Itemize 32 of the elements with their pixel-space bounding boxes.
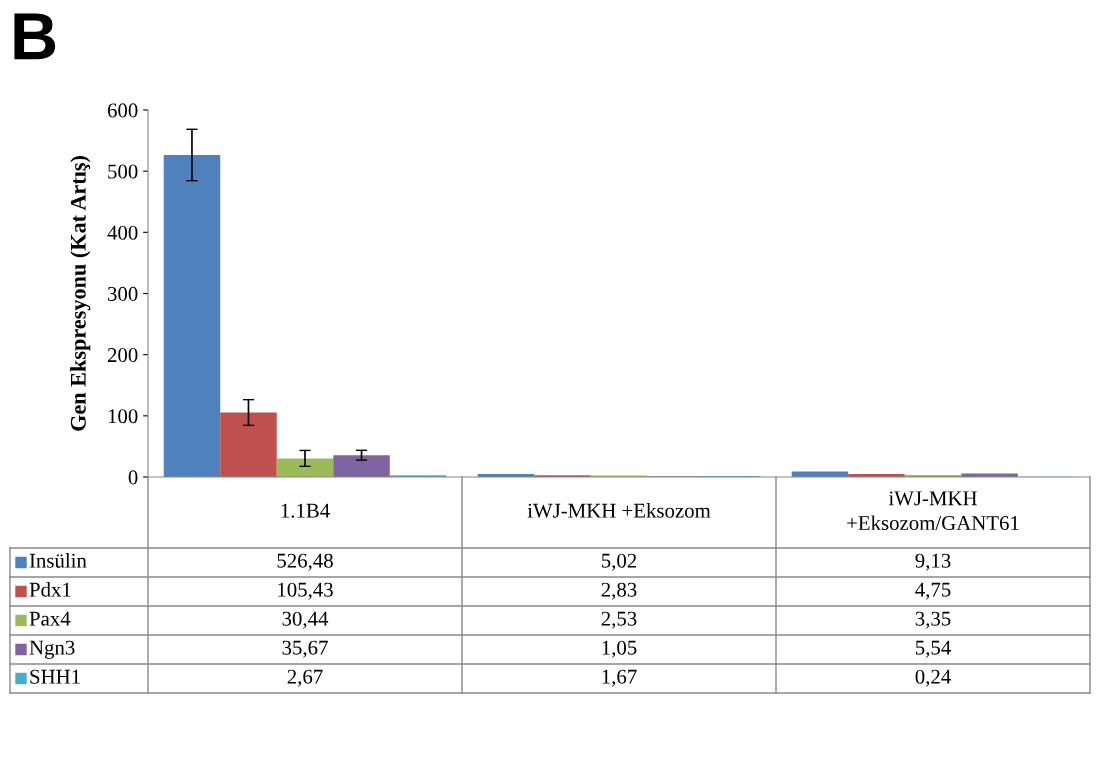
data-label: 30,44 [282, 611, 329, 629]
legend-label: Insülin [29, 553, 87, 568]
legend-label: SHH1 [30, 669, 80, 684]
y-axis-title: Gen Ekspresyonu (Kat Artış) [70, 156, 91, 431]
chart-title: B [14, 13, 56, 60]
x-tick-label: iWJ-MKH +Eksozom [527, 503, 711, 518]
data-label: 1,05 [602, 640, 637, 658]
y-tick-label: 600 [107, 103, 138, 118]
data-label: 35,67 [282, 640, 328, 658]
data-label: 0,24 [915, 669, 951, 687]
data-label: 105,43 [278, 582, 333, 600]
x-tick-label: iWJ-MKH +Eksozom/GANT61 [847, 491, 1019, 531]
data-label: 5,54 [915, 640, 951, 658]
legend-label: Pdx1 [29, 582, 71, 597]
data-label: 2,53 [601, 611, 637, 629]
y-tick-label: 500 [108, 164, 138, 179]
y-tick-label: 400 [107, 225, 138, 240]
data-label: 4,75 [915, 582, 951, 600]
y-tick-label: 300 [108, 286, 138, 301]
x-tick-label: 1.1B4 [281, 503, 330, 518]
y-tick-label: 0 [128, 470, 138, 485]
data-label: 1,67 [602, 669, 637, 687]
data-label: 2,67 [287, 669, 323, 687]
data-label: 2,83 [601, 582, 637, 600]
data-label: 3,35 [915, 611, 951, 629]
data-label: 526,48 [277, 553, 333, 571]
legend-label: Pax4 [29, 611, 71, 626]
y-tick-label: 200 [107, 348, 138, 363]
data-label: 5,02 [601, 553, 637, 571]
data-label: 9,13 [915, 553, 951, 571]
y-tick-label: 100 [108, 409, 138, 424]
legend-label: Ngn3 [29, 640, 75, 659]
